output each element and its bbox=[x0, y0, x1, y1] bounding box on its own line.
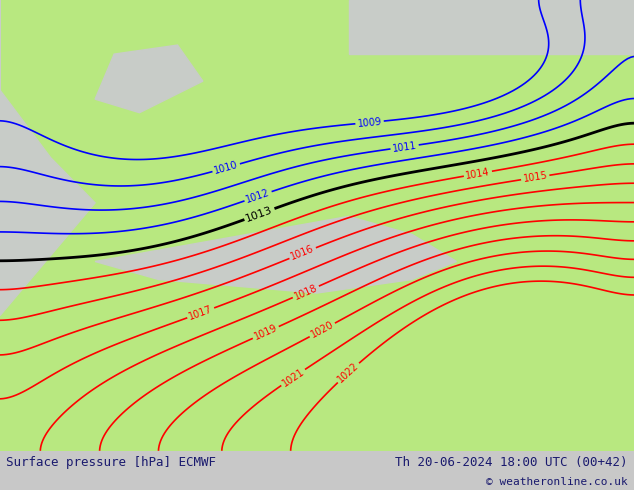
Polygon shape bbox=[95, 45, 203, 113]
Text: 1009: 1009 bbox=[357, 116, 382, 128]
Text: 1022: 1022 bbox=[336, 361, 361, 385]
Text: 1010: 1010 bbox=[213, 160, 240, 176]
Text: 1015: 1015 bbox=[522, 171, 548, 184]
Text: © weatheronline.co.uk: © weatheronline.co.uk bbox=[486, 477, 628, 487]
Text: 1020: 1020 bbox=[309, 319, 335, 340]
Text: 1012: 1012 bbox=[245, 188, 271, 205]
Text: 1021: 1021 bbox=[280, 367, 306, 389]
Polygon shape bbox=[95, 217, 456, 293]
Text: 1014: 1014 bbox=[465, 167, 491, 181]
Text: 1017: 1017 bbox=[188, 304, 214, 322]
Text: Th 20-06-2024 18:00 UTC (00+42): Th 20-06-2024 18:00 UTC (00+42) bbox=[395, 456, 628, 469]
Text: 1011: 1011 bbox=[392, 140, 417, 154]
Text: 1013: 1013 bbox=[245, 204, 275, 223]
Text: Surface pressure [hPa] ECMWF: Surface pressure [hPa] ECMWF bbox=[6, 456, 216, 469]
Polygon shape bbox=[0, 0, 95, 316]
Text: 1016: 1016 bbox=[290, 244, 316, 262]
Text: 1019: 1019 bbox=[252, 323, 279, 342]
Polygon shape bbox=[349, 0, 634, 54]
Text: 1018: 1018 bbox=[293, 282, 319, 301]
